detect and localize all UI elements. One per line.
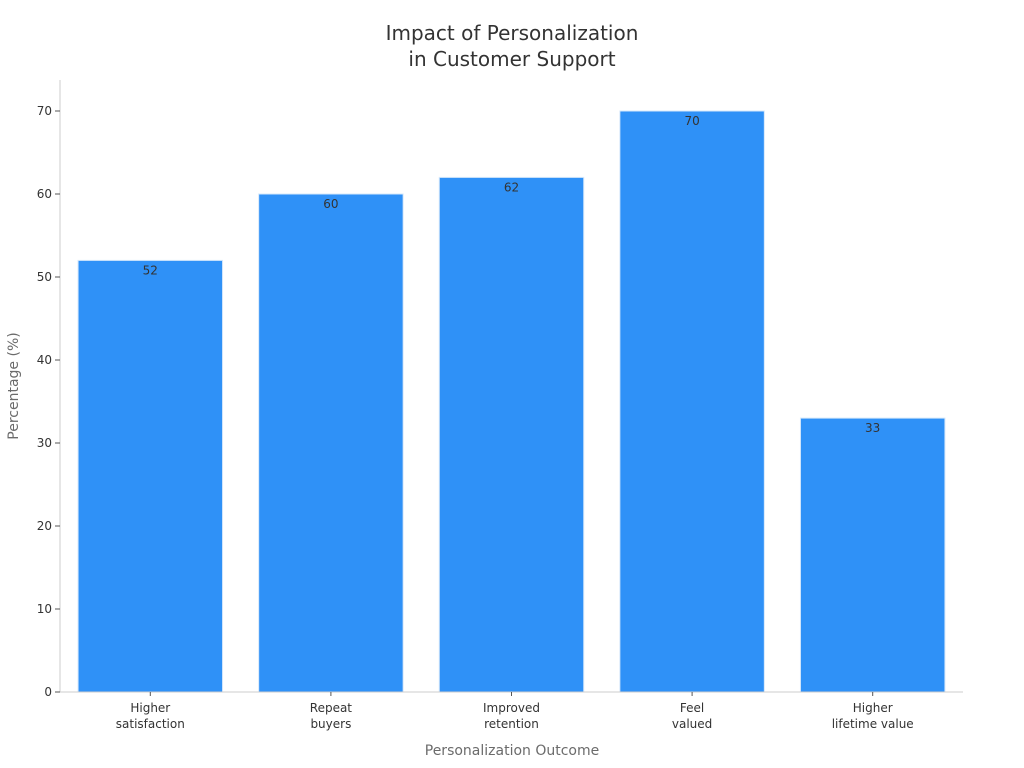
- y-tick-label: 70: [37, 104, 52, 118]
- bar-value-label: 33: [865, 421, 880, 435]
- bar-value-label: 62: [504, 180, 519, 194]
- bar: [799, 417, 946, 693]
- x-tick-label: retention: [484, 717, 539, 731]
- x-tick-label: buyers: [310, 717, 351, 731]
- x-tick-label: Improved: [483, 701, 540, 715]
- bar: [258, 193, 404, 693]
- x-tick-label: lifetime value: [832, 717, 914, 731]
- x-axis-title: Personalization Outcome: [425, 743, 600, 759]
- x-tick-label: valued: [672, 717, 712, 731]
- x-tick-label: Feel: [680, 701, 704, 715]
- y-tick-label: 10: [37, 602, 52, 616]
- bar-value-label: 70: [684, 114, 699, 128]
- x-tick-label: Higher: [130, 701, 170, 715]
- y-tick-label: 0: [44, 685, 52, 699]
- bar-value-label: 52: [143, 263, 158, 277]
- bar-value-label: 60: [323, 197, 338, 211]
- y-tick-label: 60: [37, 187, 52, 201]
- bars-layer: 52 60 62 70 33: [77, 110, 946, 693]
- x-tick-label: satisfaction: [116, 717, 185, 731]
- bar: [77, 259, 224, 693]
- bar: [619, 110, 765, 693]
- y-tick-label: 20: [37, 519, 52, 533]
- chart-title-line-1: Impact of Personalization: [386, 21, 639, 45]
- y-tick-label: 50: [37, 270, 52, 284]
- x-tick-label: Repeat: [310, 701, 353, 715]
- axes-layer: 0 10 20 30 40 50 60 70 Higher satisfaction Repeat b…: [37, 80, 963, 731]
- y-axis-title: Percentage (%): [6, 332, 22, 439]
- x-tick-label: Higher: [853, 701, 893, 715]
- bar: [438, 176, 585, 693]
- chart-title-line-2: in Customer Support: [408, 47, 615, 71]
- y-tick-label: 40: [37, 353, 52, 367]
- y-tick-label: 30: [37, 436, 52, 450]
